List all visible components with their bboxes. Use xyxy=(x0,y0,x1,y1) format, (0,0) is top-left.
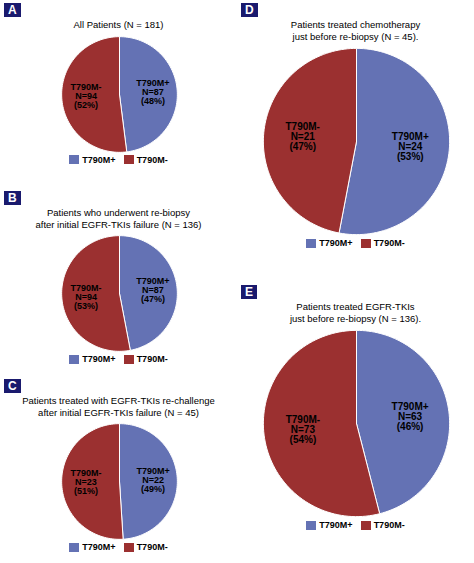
svg-text:T790M+N=87(48%): T790M+N=87(48%) xyxy=(136,78,169,106)
svg-text:T790M+N=63(46%): T790M+N=63(46%) xyxy=(391,401,428,432)
html-text:T790M+: T790M+ xyxy=(82,354,116,364)
html-text:Patients treated with EGFR-TKI: Patients treated with EGFR-TKIs re-chall… xyxy=(22,395,215,418)
html-text:Patients treated EGFR-TKIs jus: Patients treated EGFR-TKIs just before r… xyxy=(289,301,422,324)
svg-text:T790M-N=94(53%): T790M-N=94(53%) xyxy=(70,283,101,311)
svg-text:T790M-N=94(52%): T790M-N=94(52%) xyxy=(70,82,101,110)
html-text:Patients who underwent re-biop: Patients who underwent re-biopsy after i… xyxy=(35,207,202,230)
html-text:T790M+: T790M+ xyxy=(82,154,116,165)
svg-text:T790M-N=73(54%): T790M-N=73(54%) xyxy=(285,414,319,445)
html-text:T790M-: T790M- xyxy=(136,154,168,165)
html-text:T790M+: T790M+ xyxy=(319,238,353,248)
html-text:Patients treated chemotherapy: Patients treated chemotherapy just befor… xyxy=(290,19,421,42)
html-text:All Patients (N = 181): All Patients (N = 181) xyxy=(73,19,164,30)
svg-text:T790M-N=23(51%): T790M-N=23(51%) xyxy=(70,468,101,496)
html-text:T790M-: T790M- xyxy=(373,238,405,248)
html-text:T790M-: T790M- xyxy=(136,354,168,364)
html-text:A: A xyxy=(8,3,17,17)
svg-text:T790M+N=22(49%): T790M+N=22(49%) xyxy=(136,466,169,494)
html-text:E: E xyxy=(245,285,253,299)
html-text:T790M-: T790M- xyxy=(136,542,168,552)
svg-text:T790M+N=24(53%): T790M+N=24(53%) xyxy=(391,131,428,162)
html-text:B: B xyxy=(8,191,17,205)
svg-text:T790M+N=87(47%): T790M+N=87(47%) xyxy=(136,276,169,304)
svg-text:T790M-N=21(47%): T790M-N=21(47%) xyxy=(285,121,319,152)
html-text:D: D xyxy=(245,3,254,17)
html-text:T790M+: T790M+ xyxy=(319,520,353,530)
html-text:C: C xyxy=(8,379,17,393)
html-text:T790M-: T790M- xyxy=(373,520,405,530)
html-text:T790M+: T790M+ xyxy=(82,542,116,552)
